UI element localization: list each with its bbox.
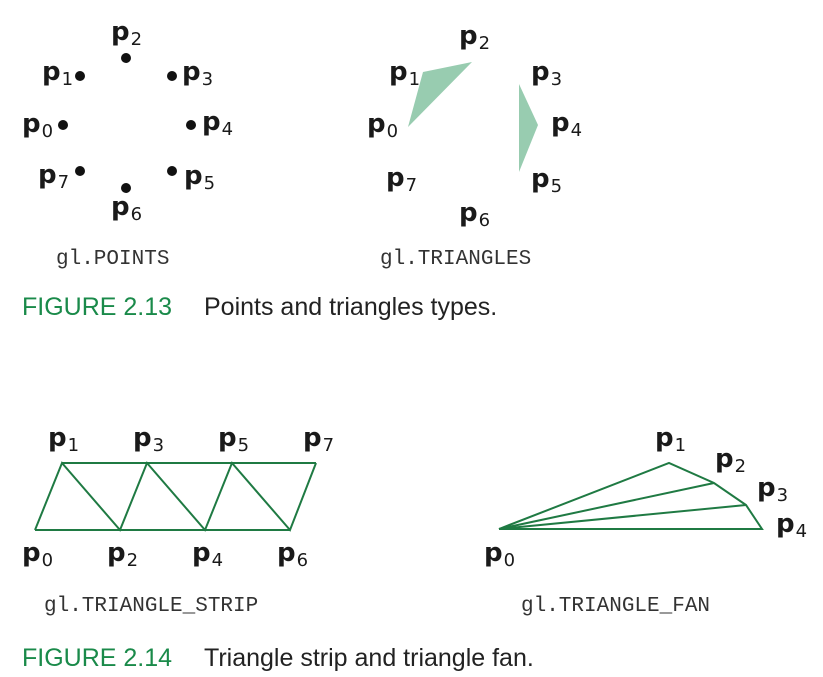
vertex-label-p2: p2 (107, 538, 138, 571)
fan-outline (498, 461, 764, 530)
vertex-label-p4: p4 (776, 509, 807, 542)
vertex-label-p7: p7 (38, 160, 69, 193)
vertex-label-p2: p2 (459, 21, 490, 54)
vertex-label-p1: p1 (48, 423, 79, 456)
fan-spoke-p2 (498, 482, 715, 530)
point-p2 (121, 53, 131, 63)
vertex-label-p1: p1 (42, 57, 73, 90)
vertex-label-p5: p5 (218, 423, 249, 456)
points-panel: p0 p1 p2 p3 p4 p5 p6 p7 gl.POINTS (22, 17, 233, 271)
point-p0 (58, 120, 68, 130)
figure-caption-2-13: FIGURE 2.13 Points and triangles types. (22, 293, 497, 321)
triangle-p3-p4-p5 (519, 84, 538, 172)
strip-zigzag-edges (34, 461, 317, 532)
points-code-label: gl.POINTS (56, 248, 169, 271)
vertex-label-p4: p4 (202, 107, 233, 140)
vertex-label-p4: p4 (551, 108, 582, 141)
vertex-label-p3: p3 (531, 57, 562, 90)
vertex-label-p4: p4 (192, 538, 223, 571)
point-p4 (186, 120, 196, 130)
vertex-label-p3: p3 (757, 473, 788, 506)
triangles-panel: p0 p1 p2 p3 p4 p5 p6 p7 gl.TRIANGLES (367, 21, 582, 271)
point-p5 (167, 166, 177, 176)
vertex-label-p1: p1 (389, 57, 420, 90)
triangle-p0-p1-p2 (408, 62, 472, 127)
vertex-label-p2: p2 (111, 17, 142, 50)
vertex-label-p0: p0 (22, 538, 53, 571)
triangle-fan-panel: p0 p1 p2 p3 p4 gl.TRIANGLE_FAN (484, 423, 807, 618)
point-p6 (121, 183, 131, 193)
fan-code-label: gl.TRIANGLE_FAN (521, 595, 710, 618)
point-p1 (75, 71, 85, 81)
vertex-label-p0: p0 (22, 109, 53, 142)
point-p3 (167, 71, 177, 81)
vertex-label-p6: p6 (277, 538, 308, 571)
vertex-label-p0: p0 (367, 109, 398, 142)
point-p7 (75, 166, 85, 176)
triangles-code-label: gl.TRIANGLES (380, 248, 531, 271)
figure-caption-2-14: FIGURE 2.14 Triangle strip and triangle … (22, 644, 534, 672)
vertex-label-p7: p7 (303, 423, 334, 456)
figure-number: FIGURE 2.13 (22, 293, 172, 321)
vertex-label-p2: p2 (715, 444, 746, 477)
vertex-label-p5: p5 (531, 164, 562, 197)
figure-caption-text: Points and triangles types. (204, 293, 497, 321)
triangle-strip-panel: p0 p1 p2 p3 p4 p5 p6 p7 gl.TRIANGLE_STRI… (22, 423, 334, 618)
vertex-label-p6: p6 (459, 198, 490, 231)
vertex-label-p7: p7 (386, 163, 417, 196)
fan-spoke-p3 (498, 504, 747, 530)
figure-number: FIGURE 2.14 (22, 644, 172, 672)
vertex-label-p0: p0 (484, 538, 515, 571)
vertex-label-p3: p3 (133, 423, 164, 456)
vertex-label-p5: p5 (184, 161, 215, 194)
vertex-label-p1: p1 (655, 423, 686, 456)
strip-code-label: gl.TRIANGLE_STRIP (44, 595, 258, 618)
vertex-label-p3: p3 (182, 57, 213, 90)
vertex-label-p6: p6 (111, 192, 142, 225)
figure-caption-text: Triangle strip and triangle fan. (204, 644, 534, 672)
